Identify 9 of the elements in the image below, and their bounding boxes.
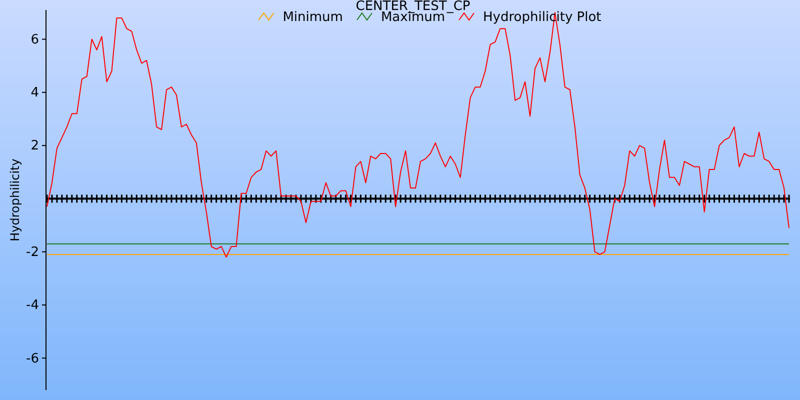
y-tick-label: -2 — [26, 244, 39, 260]
line-series — [46, 12, 790, 258]
y-axis-title: Hydrophilicity — [8, 158, 22, 242]
y-tick-label: 4 — [30, 86, 39, 101]
y-tick-label: -6 — [26, 351, 39, 366]
y-tick-label: -4 — [26, 298, 39, 314]
y-tick-label: 2 — [30, 138, 39, 154]
legend-label: Minimum — [282, 10, 343, 25]
y-tick-label: 6 — [30, 32, 39, 48]
